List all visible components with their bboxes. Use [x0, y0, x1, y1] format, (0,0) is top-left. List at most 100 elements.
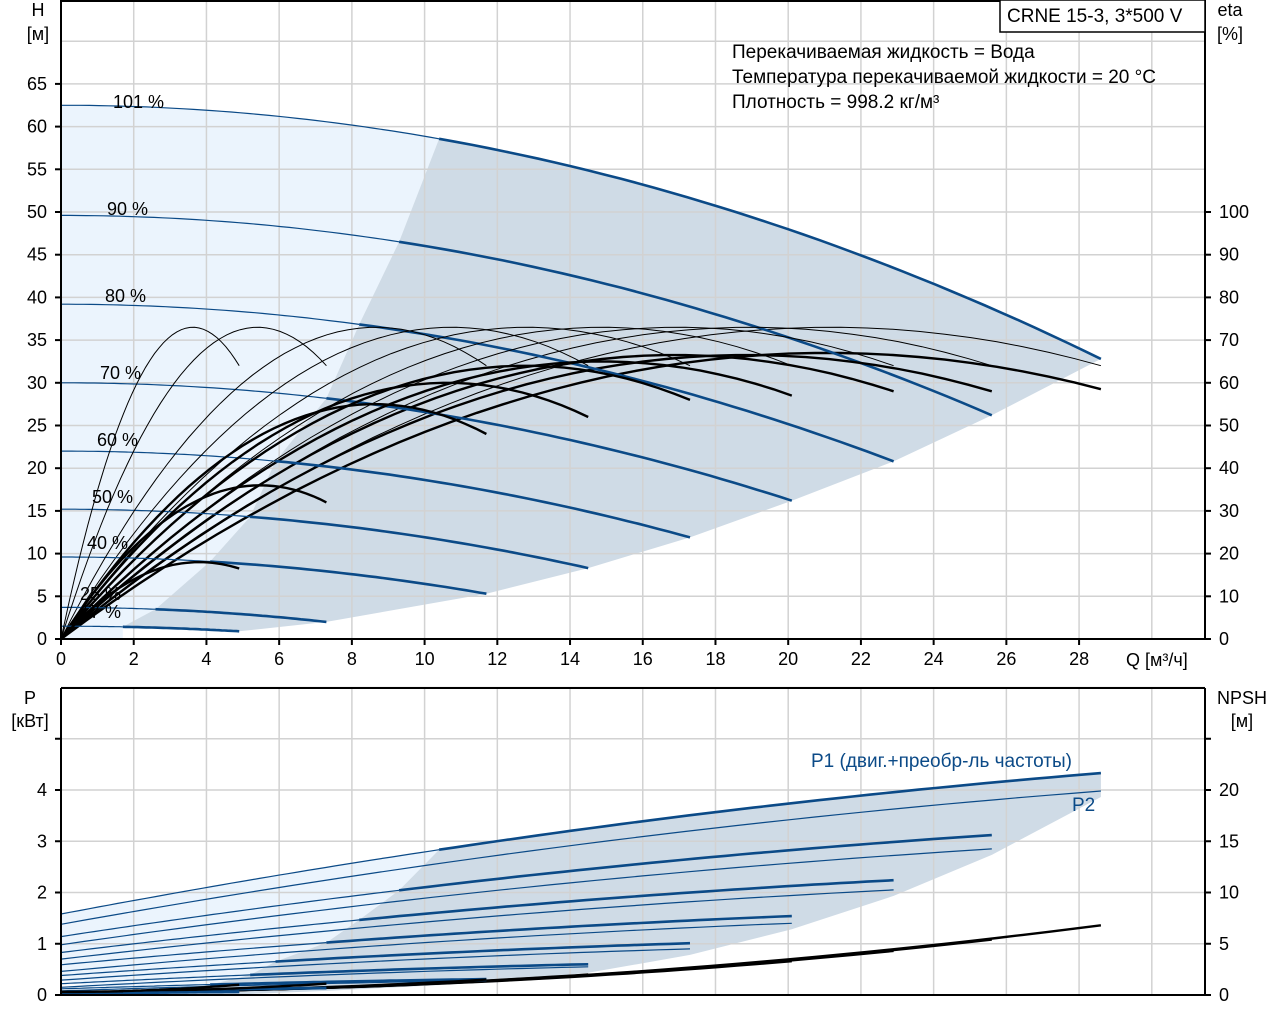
p1-curve-thin: [60, 849, 440, 915]
q-tick-label: 2: [129, 649, 139, 669]
eta-tick-label: 40: [1219, 458, 1239, 478]
npsh-axis-unit: [м]: [1231, 711, 1253, 731]
h-tick-label: 50: [27, 202, 47, 222]
q-tick-label: 4: [201, 649, 211, 669]
head-curve-25-thin: [61, 606, 156, 610]
p-tick-label: 4: [37, 780, 47, 800]
h-axis-unit: [м]: [27, 24, 49, 44]
p1-curve-thin: [60, 889, 400, 938]
h-tick-label: 25: [27, 416, 47, 436]
p1-curve: [438, 771, 1102, 851]
speed-label: 50 %: [92, 487, 133, 507]
npsh-tick-label: 20: [1219, 780, 1239, 800]
axes: [55, 0, 1211, 996]
dark-region-top: [122, 138, 1101, 632]
total-efficiency-curve: [60, 381, 589, 640]
p1-curve: [359, 878, 894, 922]
h-tick-label: 0: [37, 629, 47, 649]
tick-labels: 101 % 90 % 80 % 70 % 60 % 50 % 40 % 25 %17 % 0 5 1…: [27, 74, 1249, 1005]
eta-tick-label: 90: [1219, 245, 1239, 265]
q-tick-label: 8: [347, 649, 357, 669]
eta-tick-label: 50: [1219, 416, 1239, 436]
p1-curve-thin: [60, 974, 251, 985]
total-efficiency-curve: [60, 560, 240, 640]
h-tick-label: 55: [27, 159, 47, 179]
head-curve-25: [155, 607, 327, 624]
p1-curve-thin: [60, 942, 327, 966]
h-tick-label: 15: [27, 501, 47, 521]
speed-label: 25 %: [80, 584, 121, 604]
q-axis-title: Q [м³/ч]: [1126, 650, 1188, 670]
speed-label: 17 %: [80, 602, 121, 622]
q-tick-label: 22: [851, 649, 871, 669]
h-tick-label: 5: [37, 586, 47, 606]
eta-tick-label: 60: [1219, 373, 1239, 393]
h-axis-title: H: [32, 0, 45, 20]
total-efficiency-curve: [60, 353, 993, 640]
p-tick-label: 0: [37, 985, 47, 1005]
eta-axis-unit: [%]: [1217, 24, 1243, 44]
npsh-tick-label: 0: [1219, 985, 1229, 1005]
eta-tick-label: 0: [1219, 629, 1229, 649]
info-temperature: Температура перекачиваемой жидкости = 20…: [732, 67, 1156, 88]
eta-tick-label: 70: [1219, 330, 1239, 350]
h-tick-label: 45: [27, 245, 47, 265]
npsh-tick-label: 5: [1219, 934, 1229, 954]
eta-tick-label: 20: [1219, 544, 1239, 564]
npsh-axis-title: NPSH: [1217, 688, 1267, 708]
total-efficiency-curve: [60, 403, 487, 640]
head-curve-40-thin: [61, 556, 211, 563]
q-tick-label: 10: [415, 649, 435, 669]
p-tick-label: 2: [37, 883, 47, 903]
pump-efficiency-curve: [60, 326, 487, 640]
total-efficiency-curve: [60, 360, 793, 640]
speed-label: 70 %: [100, 363, 141, 383]
q-tick-label: 12: [487, 649, 507, 669]
p1-curve-thin: [60, 983, 211, 990]
q-tick-label: 28: [1069, 649, 1089, 669]
speed-label: 90 %: [107, 199, 148, 219]
head-curve-90-thin: [61, 214, 400, 243]
info-fluid: Перекачиваемая жидкость = Вода: [732, 42, 1035, 63]
p-tick-label: 3: [37, 831, 47, 851]
head-curve-101: [438, 137, 1102, 361]
p2-curve: [60, 922, 792, 972]
p-axis-unit: [кВт]: [11, 711, 49, 731]
q-tick-label: 14: [560, 649, 580, 669]
h-tick-label: 40: [27, 287, 47, 307]
eta-tick-label: 30: [1219, 501, 1239, 521]
speed-label: 40 %: [87, 533, 128, 553]
p-axis-title: P: [24, 688, 36, 708]
head-curve-80: [359, 323, 895, 463]
h-tick-label: 35: [27, 330, 47, 350]
title-box: [999, 0, 1206, 33]
p1-curve: [210, 977, 487, 986]
eta-tick-label: 10: [1219, 586, 1239, 606]
chart-title: CRNE 15-3, 3*500 V: [1007, 6, 1183, 27]
head-curve-50: [249, 515, 589, 570]
p2-series-label: P2: [1072, 795, 1095, 816]
p1-curve: [250, 963, 589, 977]
bottom-operating-regions: [61, 773, 1101, 995]
eta-tick-label: 100: [1219, 202, 1249, 222]
h-tick-label: 65: [27, 74, 47, 94]
grid-lines: [61, 0, 1205, 995]
q-tick-label: 24: [924, 649, 944, 669]
eta-axis-title: eta: [1217, 0, 1243, 20]
p1-series-label: P1 (двиг.+преобр-ль частоты): [811, 751, 1072, 772]
info-density: Плотность = 998.2 кг/м³: [732, 92, 939, 113]
p1-curve-thin: [60, 961, 276, 977]
p2-curve: [60, 948, 691, 981]
head-curve-90: [398, 240, 993, 417]
total-efficiency-curve: [59, 484, 327, 640]
speed-label: 101 %: [113, 92, 164, 112]
p1-curve: [326, 914, 792, 944]
head-curve-17-thin: [61, 625, 123, 628]
eta-tick-label: 80: [1219, 287, 1239, 307]
p2-curve: [60, 848, 992, 946]
p2-curve: [60, 980, 487, 992]
speed-label: 80 %: [105, 286, 146, 306]
curves: [59, 104, 1102, 996]
h-tick-label: 10: [27, 544, 47, 564]
